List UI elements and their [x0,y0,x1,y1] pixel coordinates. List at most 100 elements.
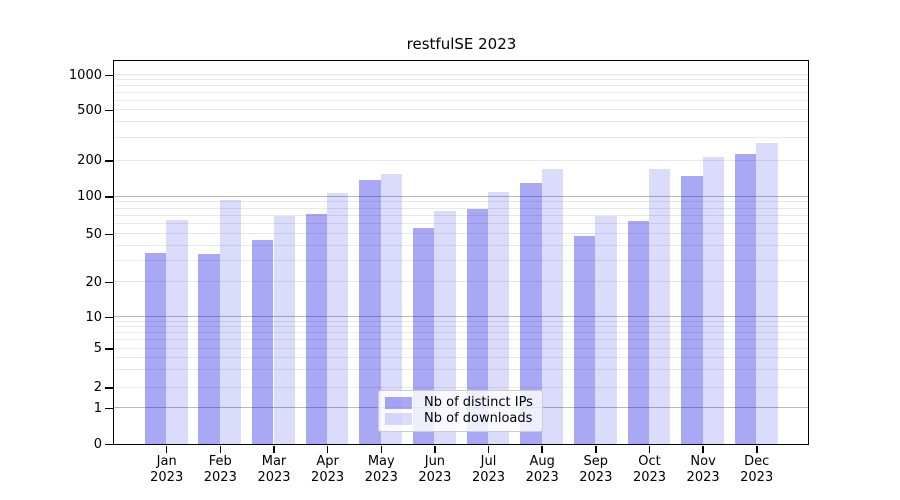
bar-distinct-ips-mar [252,239,274,444]
legend-label: Nb of distinct IPs [424,395,533,410]
x-tick-mark-feb [219,446,222,453]
y-tick-mark-5 [105,348,113,350]
x-tick-label-dec: Dec 2023 [740,454,774,485]
gridline-y-900 [114,79,808,81]
plot-area: Nb of distinct IPs Nb of downloads [113,60,809,445]
gridline-y-50 [114,233,808,234]
bar-distinct-ips-jun [413,227,435,444]
bar-distinct-ips-oct [627,220,649,444]
gridline-y-8 [114,326,808,328]
x-tick-label-sep: Sep 2023 [579,454,613,485]
gridline-y-400 [114,121,808,123]
bar-downloads-mar [273,215,295,444]
gridline-y-7 [114,332,808,334]
gridline-y-70 [114,214,808,216]
x-tick-label-may: May 2023 [364,454,398,485]
bar-downloads-jan [166,219,188,444]
y-tick-label-1: 1 [93,400,102,416]
bar-downloads-sep [595,215,617,444]
y-tick-label-2: 2 [93,380,102,395]
y-tick-mark-100 [105,196,113,198]
bar-downloads-nov [702,157,724,444]
legend-label: Nb of downloads [424,411,533,426]
gridline-y-90 [114,201,808,203]
bar-distinct-ips-jan [144,252,167,444]
x-tick-mark-jan [165,446,168,453]
bar-distinct-ips-jul [466,209,488,444]
y-tick-label-50: 50 [85,226,102,242]
y-tick-label-100: 100 [77,189,102,204]
gridline-y-80 [114,207,808,209]
gridline-y-700 [114,92,808,93]
x-tick-mark-aug [541,446,543,453]
gridline-y-3 [114,369,808,371]
legend-item-distinct-ips: Nb of distinct IPs [385,395,534,411]
y-tick-mark-0 [105,443,113,446]
x-tick-mark-dec [756,446,758,453]
gridline-y-5 [114,347,808,349]
gridline-y-600 [114,99,808,101]
legend: Nb of distinct IPs Nb of downloads [378,390,543,432]
bar-downloads-jul [488,191,510,444]
x-tick-label-apr: Apr 2023 [311,454,345,485]
bar-distinct-ips-apr [305,214,328,444]
y-tick-label-5: 5 [93,341,102,356]
gridline-y-200 [114,159,808,161]
gridline-y-300 [114,137,808,139]
gridline-y-2 [114,386,808,388]
x-tick-mark-may [380,446,382,453]
bar-downloads-jun [434,210,456,444]
x-tick-label-jun: Jun 2023 [418,454,452,485]
bar-distinct-ips-feb [198,254,220,444]
gridline-y-30 [114,259,808,261]
x-tick-mark-jul [487,446,490,453]
legend-swatch-icon [385,397,412,409]
y-tick-label-10: 10 [85,309,102,325]
x-tick-label-jul: Jul 2023 [471,454,506,485]
x-tick-label-mar: Mar 2023 [257,454,291,485]
x-tick-label-aug: Aug 2023 [525,454,559,485]
y-tick-mark-10 [105,316,113,319]
x-tick-label-nov: Nov 2023 [686,454,720,485]
legend-item-downloads: Nb of downloads [385,411,534,427]
y-tick-mark-500 [105,109,113,112]
bar-distinct-ips-nov [681,176,703,444]
gridline-y-60 [114,223,808,225]
bar-distinct-ips-aug [520,183,542,444]
gridline-y-800 [114,85,808,87]
gridline-y-6 [114,339,808,341]
x-tick-mark-oct [648,446,651,453]
y-tick-label-0: 0 [93,436,102,452]
gridline-y-10 [114,316,808,317]
bar-downloads-apr [327,192,349,444]
bar-distinct-ips-may [359,179,381,444]
bar-downloads-dec [756,143,778,444]
x-tick-label-oct: Oct 2023 [632,454,667,485]
legend-swatch-icon [385,413,412,425]
y-tick-label-500: 500 [77,102,102,118]
x-tick-mark-mar [273,446,275,453]
x-tick-mark-apr [326,446,329,453]
gridline-y-20 [114,281,808,282]
gridline-y-9 [114,320,808,322]
y-tick-mark-1 [105,407,113,410]
gridline-y-40 [114,244,808,246]
bar-distinct-ips-sep [573,236,596,444]
y-tick-mark-200 [105,160,113,162]
chart-title: restfulSE 2023 [406,35,517,53]
bar-downloads-may [380,174,403,444]
y-tick-mark-2 [105,387,113,389]
gridline-y-100 [114,195,808,197]
y-tick-label-20: 20 [85,274,102,290]
bar-downloads-oct [649,168,671,444]
bar-downloads-feb [219,200,242,444]
y-tick-mark-20 [105,281,113,284]
y-tick-mark-1000 [105,74,113,77]
gridline-y-4 [114,357,808,358]
bar-distinct-ips-dec [734,154,757,444]
y-tick-label-200: 200 [77,153,102,168]
x-tick-mark-jun [434,446,436,453]
y-tick-label-1000: 1000 [68,67,102,83]
x-tick-label-jan: Jan 2023 [150,454,184,485]
